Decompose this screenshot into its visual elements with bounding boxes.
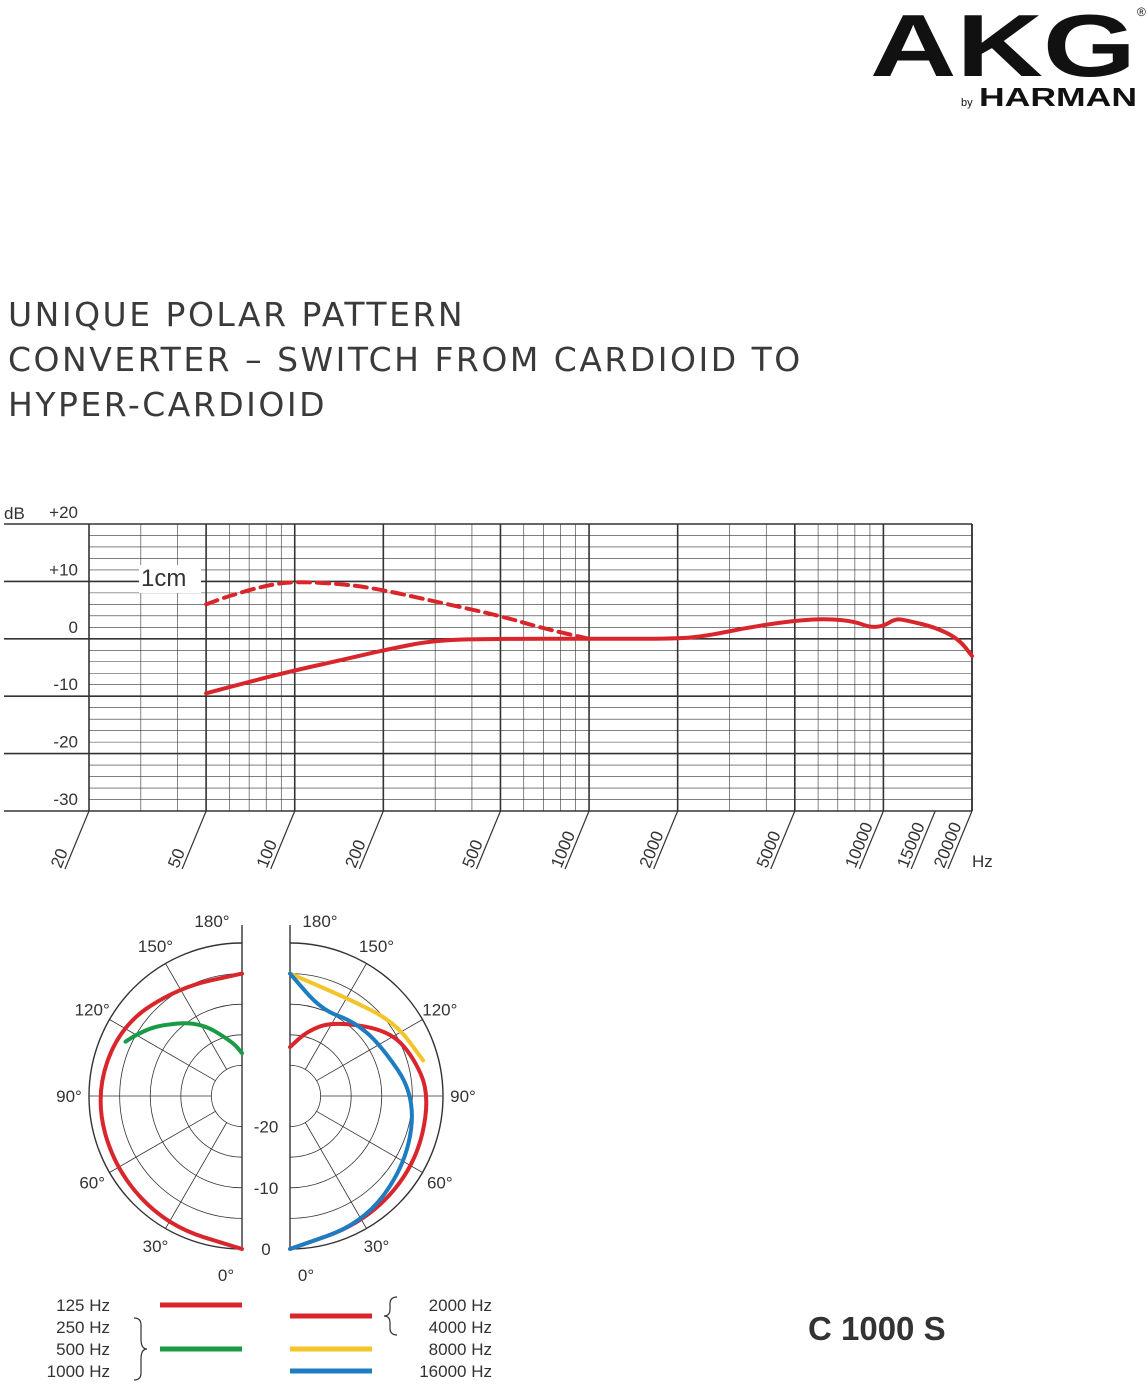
polar-series-line <box>98 971 244 1251</box>
polar-angle-label: 120° <box>75 1001 110 1020</box>
x-tick-slash <box>270 810 296 870</box>
polar-spoke <box>165 1122 228 1229</box>
frequency-response-chart: +20 +10 0 -10 -20 -30 20 50 100 200 500 1000 2000 50… <box>4 503 993 871</box>
x-tick-label: 2000 <box>636 828 668 870</box>
polar-legend: 125 Hz 250 Hz 500 Hz 1000 Hz 2000 Hz 4000 Hz 8… <box>47 1296 492 1381</box>
model-name: C 1000 S <box>808 1310 946 1347</box>
polar-spoke <box>316 1110 423 1173</box>
polar-angle-label: 90° <box>450 1087 476 1106</box>
polar-grid-right <box>289 925 444 1250</box>
polar-grid-left <box>88 925 243 1250</box>
series-line-response <box>204 617 974 696</box>
x-tick-slash <box>181 810 207 870</box>
heading-line: CONVERTER – SWITCH FROM CARDIOID TO <box>8 340 803 379</box>
legend-label-right: 8000 Hz <box>429 1340 492 1359</box>
x-tick-label: 50 <box>164 846 189 871</box>
x-tick-label: 200 <box>341 837 369 870</box>
polar-db-label: -20 <box>254 1118 279 1137</box>
polar-ring <box>211 1065 243 1127</box>
legend-brace-left <box>133 1317 148 1381</box>
x-tick-label: 20 <box>47 846 72 871</box>
polar-spoke <box>304 1122 367 1229</box>
x-tick-slash <box>770 810 796 870</box>
polar-series <box>98 971 429 1251</box>
y-tick-label: -20 <box>53 733 78 752</box>
x-unit-label: Hz <box>972 852 993 871</box>
y-unit-label: dB <box>4 504 25 523</box>
page-heading: UNIQUE POLAR PATTERN CONVERTER – SWITCH … <box>8 292 803 427</box>
legend-label-right: 2000 Hz <box>429 1296 492 1315</box>
x-tick-label: 1000 <box>547 828 579 870</box>
polar-ring <box>289 1065 321 1127</box>
polar-series-line <box>288 971 426 1063</box>
polar-angle-label: 30° <box>364 1237 390 1256</box>
logo-registered-mark: ® <box>1137 5 1146 19</box>
polar-angle-label: 90° <box>56 1087 82 1106</box>
x-tick-slash <box>947 810 973 870</box>
x-tick-slash <box>475 810 502 870</box>
polar-series-line <box>288 971 414 1251</box>
legend-label-left: 1000 Hz <box>47 1362 110 1381</box>
x-tick-slash <box>564 810 590 870</box>
legend-label-right: 4000 Hz <box>429 1318 492 1337</box>
y-tick-label: +20 <box>49 503 78 522</box>
y-tick-label: 0 <box>69 618 78 637</box>
legend-label-left: 125 Hz <box>56 1296 110 1315</box>
x-tick-label: 15000 <box>893 820 928 871</box>
polar-angle-label: 60° <box>427 1174 453 1193</box>
x-tick-slash <box>64 810 90 870</box>
heading-line: UNIQUE POLAR PATTERN <box>8 295 466 334</box>
legend-brace-right <box>383 1296 398 1336</box>
x-axis-labels: 20 50 100 200 500 1000 2000 5000 10000 15000 20000 <box>47 820 965 871</box>
polar-angle-label: 150° <box>138 937 173 956</box>
x-tick-slash <box>910 810 936 870</box>
series-annotation-1cm: 1cm <box>141 565 186 592</box>
y-tick-label: -30 <box>53 790 78 809</box>
polar-pattern-chart: 180° 150° 120° 90° 60° 30° 0° 180° 150° 120° 90° 60… <box>47 912 492 1381</box>
logo-harman-text: HARMAN <box>979 82 1137 112</box>
polar-db-labels: -20 -10 0 <box>254 1118 279 1259</box>
polar-db-label: -10 <box>254 1179 279 1198</box>
polar-angle-label: 180° <box>302 912 337 931</box>
akg-logo: AKG ® by HARMAN <box>870 0 1146 112</box>
polar-angle-label: 30° <box>143 1237 169 1256</box>
polar-angle-label: 180° <box>194 912 229 931</box>
series-line-1cm-dashed <box>204 580 592 641</box>
y-tick-label: -10 <box>53 675 78 694</box>
heading-line: HYPER-CARDIOID <box>8 385 328 424</box>
polar-angle-label: 150° <box>359 937 394 956</box>
x-tick-slash <box>858 810 884 870</box>
polar-spoke <box>165 963 228 1070</box>
legend-label-right: 16000 Hz <box>419 1362 492 1381</box>
legend-label-left: 500 Hz <box>56 1340 110 1359</box>
polar-angle-label: 0° <box>298 1266 314 1285</box>
polar-angle-label: 0° <box>218 1266 234 1285</box>
polar-series-line <box>123 1021 244 1056</box>
annotation-bg <box>139 565 201 593</box>
logo-by-text: by <box>961 97 973 109</box>
y-axis-labels: +20 +10 0 -10 -20 -30 <box>49 503 78 809</box>
x-tick-slash <box>653 810 679 870</box>
polar-spoke <box>109 1110 216 1173</box>
x-tick-label: 500 <box>459 837 487 870</box>
polar-angle-labels: 180° 150° 120° 90° 60° 30° 0° 180° 150° 120° 90° 60… <box>56 912 476 1285</box>
x-tick-label: 10000 <box>841 820 876 871</box>
logo-akg-text: AKG <box>870 0 1136 95</box>
x-tick-label: 100 <box>253 837 281 870</box>
chart-series <box>204 580 974 696</box>
x-tick-slash <box>358 810 384 870</box>
polar-spoke <box>316 1019 423 1082</box>
x-tick-label: 5000 <box>753 828 785 870</box>
polar-angle-label: 60° <box>79 1174 105 1193</box>
polar-spoke <box>109 1019 216 1082</box>
polar-angle-label: 120° <box>422 1001 457 1020</box>
x-tick-label: 20000 <box>930 820 965 871</box>
y-tick-label: +10 <box>49 560 78 579</box>
legend-label-left: 250 Hz <box>56 1318 110 1337</box>
polar-db-label: 0 <box>261 1240 270 1259</box>
